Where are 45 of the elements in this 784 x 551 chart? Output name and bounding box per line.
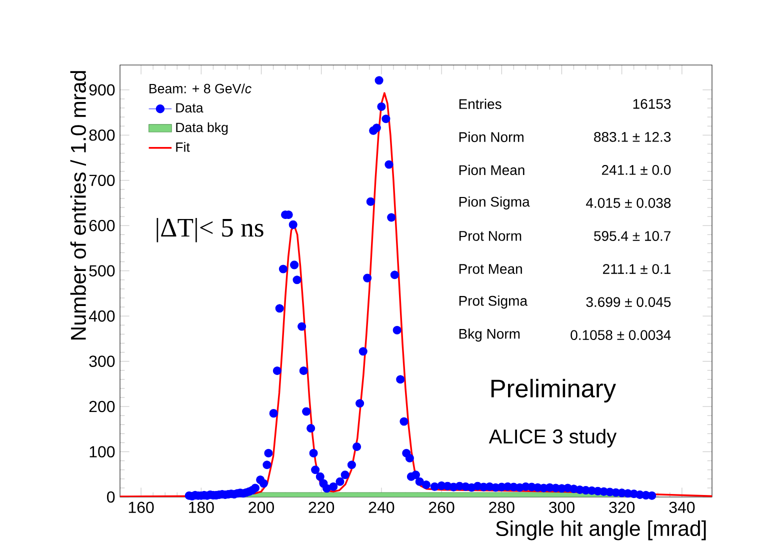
- annotation: Prot Norm: [459, 231, 522, 241]
- y-tick-label: 0: [107, 491, 115, 503]
- x-tick-label: 320: [609, 502, 635, 514]
- legend-label: Data: [176, 103, 204, 113]
- annotation: Entries: [459, 98, 502, 110]
- x-axis-title: Single hit angle [mrad]: [496, 520, 706, 540]
- y-tick-label: 300: [89, 356, 115, 367]
- annotation: 4.015 ± 0.038: [586, 198, 671, 208]
- annotation: Pion Mean: [459, 164, 524, 176]
- annotation: Prot Mean: [459, 264, 522, 274]
- y-tick-label: 600: [89, 220, 115, 232]
- y-tick-label: 400: [88, 310, 115, 322]
- y-tick-label: 500: [89, 265, 115, 276]
- x-tick-label: 220: [308, 502, 334, 514]
- x-tick-label: 280: [489, 502, 514, 514]
- y-tick-label: 200: [89, 400, 115, 412]
- annotation: Pion Norm: [459, 132, 524, 142]
- x-tick-label: 160: [128, 502, 154, 514]
- annotation: |ΔT|< 5 ns: [156, 218, 264, 242]
- x-tick-label: 180: [189, 502, 214, 514]
- annotation: 211.1 ± 0.1: [603, 264, 671, 274]
- x-tick-label: 200: [248, 502, 274, 514]
- legend-label: Data bkg: [176, 122, 228, 135]
- y-tick-label: 800: [89, 129, 115, 141]
- annotation: Pion Sigma: [459, 196, 530, 210]
- legend-title: Beam: + 8 GeV/c: [150, 84, 252, 94]
- y-axis-title: Number of entries / 1.0 mrad: [70, 71, 86, 340]
- annotation: Prot Sigma: [459, 296, 528, 309]
- annotation: Preliminary: [491, 378, 616, 402]
- x-tick-label: 340: [669, 502, 695, 514]
- y-tick-label: 100: [90, 446, 115, 458]
- legend-label: Fit: [176, 142, 190, 152]
- y-tick-label: 900: [89, 84, 115, 96]
- annotation: Bkg Norm: [459, 328, 520, 342]
- x-tick-label: 300: [549, 502, 574, 514]
- annotation: 241.1 ± 0.0: [602, 165, 671, 175]
- x-tick-label: 240: [368, 502, 394, 514]
- annotation: ALICE 3 study: [488, 428, 617, 448]
- annotation: 595.4 ± 10.7: [594, 231, 670, 241]
- annotation: 16153: [633, 98, 671, 109]
- y-tick-label: 700: [89, 174, 115, 186]
- x-tick-label: 260: [428, 502, 454, 514]
- annotation: 3.699 ± 0.045: [586, 297, 671, 308]
- annotation: 0.1058 ± 0.0034: [570, 330, 671, 340]
- annotation: 883.1 ± 12.3: [594, 132, 671, 142]
